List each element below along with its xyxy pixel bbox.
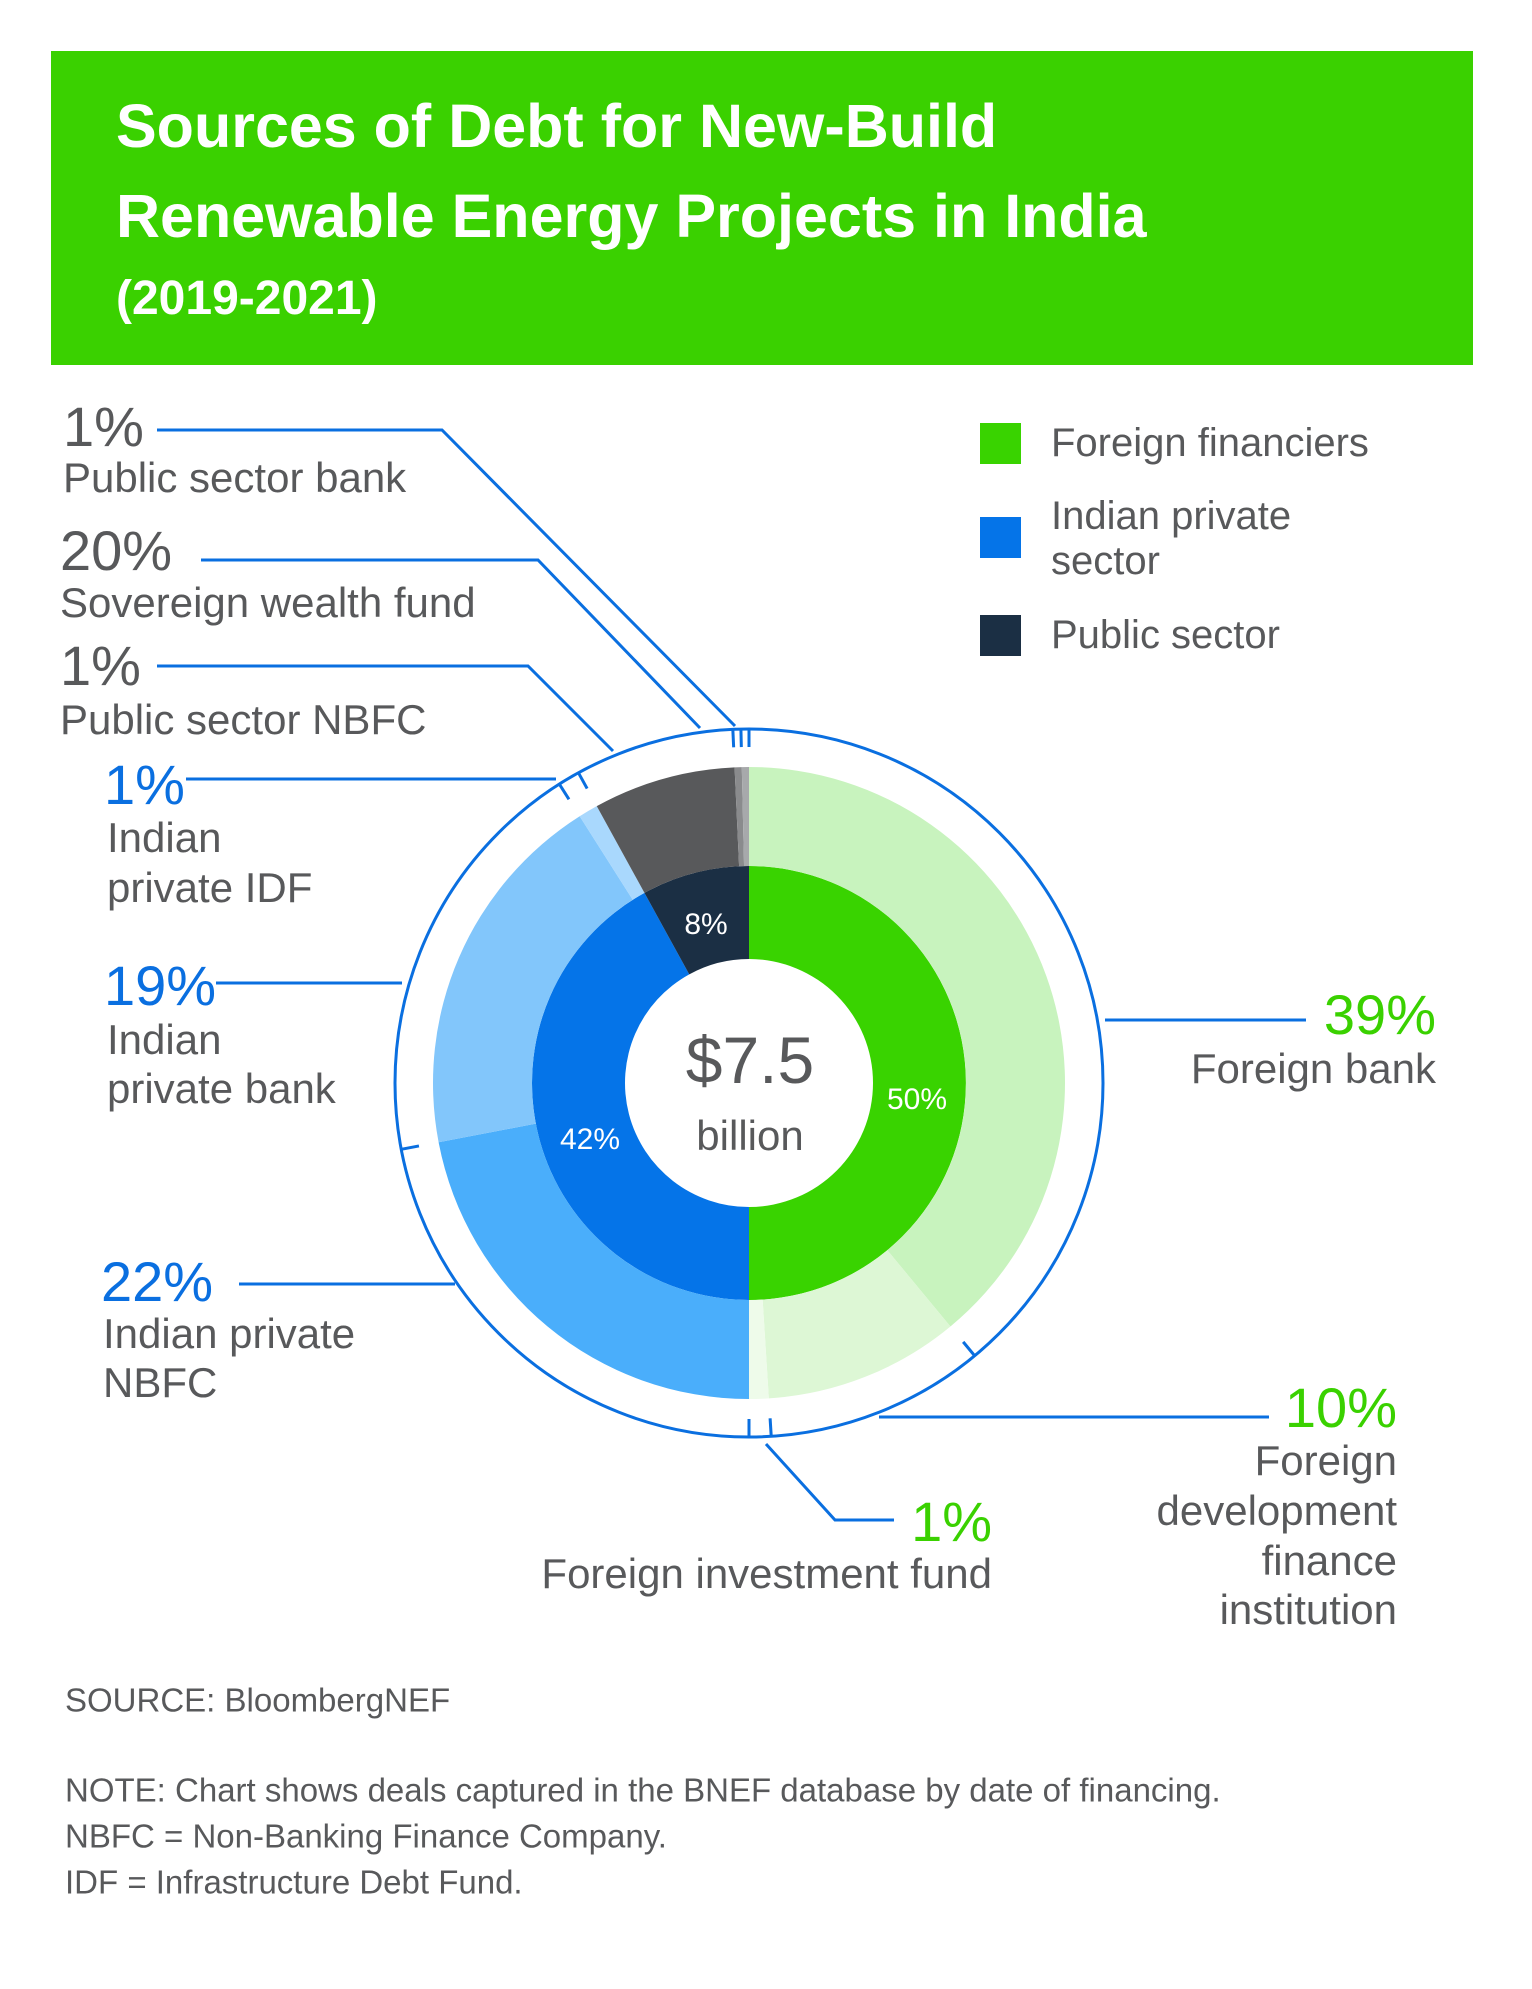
boundary-tick — [768, 1418, 773, 1437]
label-pct-indian-private-bank: 19% — [104, 954, 217, 1017]
center-total-value: $7.5 — [685, 1023, 815, 1097]
label-pct-indian-private-nbfc: 22% — [101, 1250, 214, 1313]
legend-label-indian-1: Indian private — [1051, 494, 1292, 538]
chart-title-line2: Renewable Energy Projects in India — [116, 182, 1147, 250]
label-indian-private-idf-2: private IDF — [107, 864, 313, 911]
legend-label-indian-2: sector — [1051, 539, 1160, 583]
outer-slice-indian-private-bank — [432, 816, 633, 1143]
label-foreign-dfi-2: development — [1156, 1487, 1398, 1534]
label-indian-private-idf-1: Indian — [107, 814, 222, 861]
outer-slice-indian-private-nbfc — [438, 1123, 749, 1399]
source-note: SOURCE: BloombergNEF — [65, 1681, 451, 1719]
note-line-2: NBFC = Non-Banking Finance Company. — [65, 1817, 667, 1855]
leader-public-sector-bank — [157, 428, 737, 728]
label-indian-private-bank-1: Indian — [107, 1016, 222, 1063]
label-indian-private-bank-2: private bank — [107, 1065, 336, 1112]
label-foreign-investment-fund: Foreign investment fund — [541, 1550, 992, 1597]
outer-slice-foreign-investment-fund — [749, 1299, 769, 1399]
chart-subtitle: (2019-2021) — [116, 272, 378, 325]
inner-label-indian: 42% — [559, 1123, 621, 1156]
label-foreign-dfi-4: institution — [1219, 1586, 1397, 1633]
note-line-1: NOTE: Chart shows deals captured in the … — [65, 1771, 1221, 1809]
label-sovereign-wealth-fund: Sovereign wealth fund — [60, 579, 476, 626]
label-foreign-dfi-3: finance — [1261, 1537, 1397, 1584]
boundary-tick — [731, 729, 736, 748]
outer-slice-public-sector-bank — [741, 767, 749, 867]
label-pct-indian-private-idf: 1% — [104, 753, 185, 816]
leader-public-sector-nbfc — [157, 664, 615, 753]
boundary-tick — [577, 772, 589, 790]
legend-swatch-public — [980, 615, 1021, 656]
label-pct-public-sector-bank: 1% — [63, 395, 144, 458]
note-line-3: IDF = Infrastructure Debt Fund. — [65, 1863, 523, 1901]
center-total-unit: billion — [696, 1112, 804, 1159]
label-indian-private-nbfc-2: NBFC — [103, 1359, 218, 1406]
label-foreign-bank: Foreign bank — [1190, 1045, 1436, 1092]
chart-title-line1: Sources of Debt for New-Build — [116, 92, 998, 160]
label-pct-foreign-dfi: 10% — [1284, 1376, 1397, 1439]
label-pct-foreign-bank: 39% — [1323, 983, 1436, 1046]
label-indian-private-nbfc-1: Indian private — [103, 1310, 356, 1357]
label-pct-sovereign-wealth-fund: 20% — [60, 519, 173, 582]
boundary-tick — [400, 1144, 420, 1151]
outer-slice-foreign-bank — [749, 767, 1065, 1327]
leader-sovereign-wealth-fund — [201, 558, 702, 730]
label-pct-foreign-investment-fund: 1% — [911, 1490, 992, 1553]
inner-slice-foreign-financiers — [749, 866, 966, 1300]
label-public-sector-nbfc: Public sector NBFC — [60, 696, 427, 743]
boundary-tick — [962, 1340, 976, 1357]
inner-slice-indian-private-sector — [532, 892, 749, 1300]
outer-slice-foreign-development-finance-institution — [762, 1250, 951, 1399]
legend-label-foreign: Foreign financiers — [1051, 421, 1369, 465]
outer-slice-public-sector-nbfc — [734, 767, 745, 867]
boundary-tick — [558, 783, 571, 801]
title-banner — [51, 51, 1473, 365]
legend-swatch-indian — [980, 517, 1021, 558]
legend-swatch-foreign — [980, 423, 1021, 464]
inner-label-foreign: 50% — [886, 1083, 948, 1116]
inner-label-public: 8% — [684, 908, 728, 941]
inner-slice-public-sector — [644, 866, 749, 975]
outer-slice-indian-private-idf — [579, 806, 645, 900]
legend-label-public: Public sector — [1051, 613, 1280, 657]
leader-foreign-investment-fund — [764, 1442, 894, 1522]
outer-slice-sovereign-wealth-fund — [596, 767, 740, 893]
label-pct-public-sector-nbfc: 1% — [60, 634, 141, 697]
label-public-sector-bank: Public sector bank — [63, 454, 407, 501]
label-foreign-dfi-1: Foreign — [1254, 1437, 1397, 1484]
